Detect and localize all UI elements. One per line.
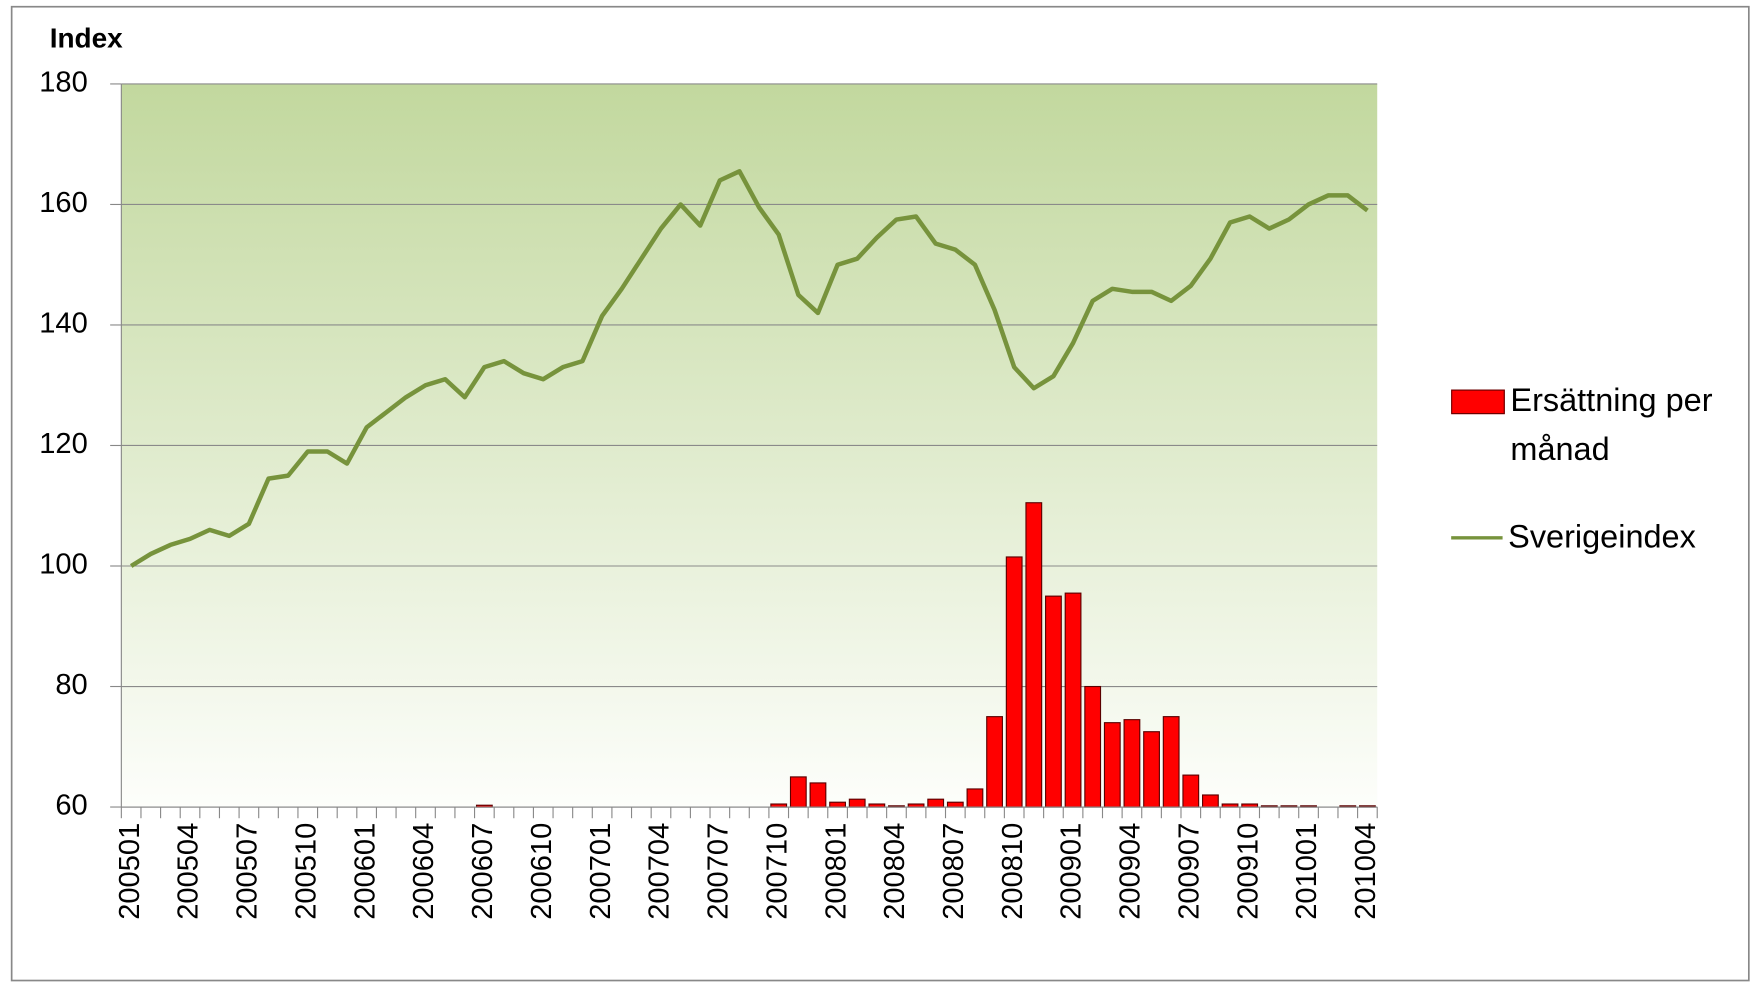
bar (927, 798, 945, 808)
bar (946, 801, 964, 808)
bar (1084, 685, 1102, 808)
bar (1162, 716, 1180, 808)
y-tick-label: 60 (55, 790, 87, 822)
bar (1202, 794, 1219, 808)
bar (1045, 595, 1062, 808)
legend-swatch (1451, 389, 1505, 415)
line (129, 169, 1369, 568)
bar (1025, 502, 1043, 808)
bar (1064, 592, 1082, 808)
x-tick-label: 200507 (232, 823, 264, 920)
bar (986, 716, 1003, 808)
x-tick-label: 200504 (173, 823, 205, 920)
y-tick-label: 160 (39, 187, 88, 219)
bar (966, 788, 984, 808)
legend-swatch (1451, 535, 1503, 539)
x-tick-label: 200907 (1173, 823, 1205, 920)
bar (789, 776, 807, 808)
x-tick-label: 200804 (879, 823, 911, 920)
x-tick-label: 200710 (761, 823, 793, 920)
y-axis-title: Index (50, 23, 123, 54)
x-tick-label: 200704 (644, 823, 676, 920)
bar (1143, 731, 1160, 808)
bar (809, 782, 827, 808)
y-tick-label: 120 (39, 428, 88, 460)
bar (829, 801, 846, 808)
x-tick-label: 200510 (290, 823, 322, 920)
legend: Ersättning per månad Sverigeindex (1451, 382, 1713, 556)
x-tick-label: 200707 (703, 823, 735, 920)
legend-label: Ersättning per månad (1510, 382, 1713, 468)
x-tick-label: 200904 (1115, 823, 1147, 920)
y-tick-label: 180 (39, 67, 88, 99)
bar (848, 798, 866, 808)
y-tick-label: 80 (55, 669, 87, 701)
x-tick-label: 200501 (114, 823, 146, 920)
x-tick-label: 201001 (1291, 823, 1323, 920)
x-tick-label: 200701 (585, 823, 617, 920)
x-tick-label: 200607 (467, 823, 499, 920)
x-tick-label: 200604 (408, 823, 440, 920)
bar (1103, 722, 1121, 808)
bar (1005, 556, 1023, 808)
x-tick-label: 201004 (1350, 823, 1382, 920)
x-tick-label: 200910 (1232, 823, 1264, 920)
x-tick-label: 200801 (820, 823, 852, 920)
x-tick-label: 200601 (349, 823, 381, 920)
x-tick-label: 200810 (997, 823, 1029, 920)
bar (1182, 774, 1200, 808)
y-tick-label: 100 (39, 549, 88, 581)
bar (1123, 719, 1141, 808)
x-tick-label: 200901 (1056, 823, 1088, 920)
x-tick-label: 200807 (938, 823, 970, 920)
legend-label: Sverigeindex (1508, 519, 1696, 556)
y-tick-label: 140 (39, 308, 88, 340)
x-tick-label: 200610 (526, 823, 558, 920)
